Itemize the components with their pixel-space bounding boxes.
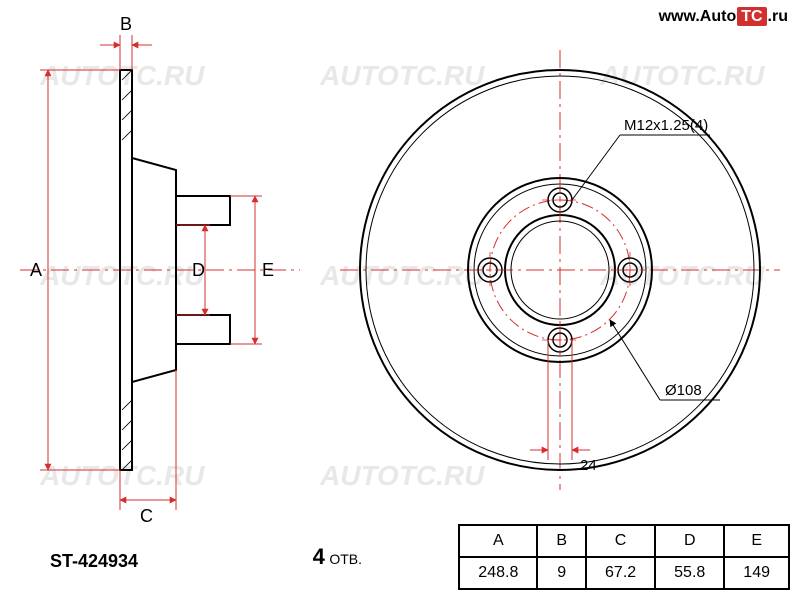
col-C: C: [586, 525, 655, 557]
callout-pcd: Ø108: [665, 382, 702, 399]
callout-bore: 24: [580, 457, 597, 474]
label-B: B: [120, 14, 132, 34]
val-C: 67.2: [586, 557, 655, 589]
val-E: 149: [724, 557, 789, 589]
logo-suffix: .ru: [768, 8, 788, 25]
logo-tc: TC: [737, 7, 766, 26]
val-A: 248.8: [459, 557, 537, 589]
col-A: A: [459, 525, 537, 557]
part-number: ST-424934: [50, 551, 138, 572]
val-B: 9: [537, 557, 586, 589]
holes-num: 4: [313, 544, 325, 569]
label-D: D: [192, 260, 205, 280]
technical-drawing: M12x1.25(4) Ø108 24: [0, 0, 800, 600]
holes-text: ОТВ.: [329, 551, 362, 567]
table-header-row: A B C D E: [459, 525, 789, 557]
callout-thread: M12x1.25(4): [624, 117, 708, 134]
col-B: B: [537, 525, 586, 557]
label-E: E: [262, 260, 274, 280]
logo-prefix: www.Auto: [659, 8, 737, 25]
dimension-table: A B C D E 248.8 9 67.2 55.8 149: [458, 524, 790, 590]
holes-count: 4 ОТВ.: [313, 544, 362, 570]
label-A: A: [30, 260, 42, 280]
table-value-row: 248.8 9 67.2 55.8 149: [459, 557, 789, 589]
col-D: D: [655, 525, 724, 557]
col-E: E: [724, 525, 789, 557]
site-logo: www.AutoTC.ru: [659, 8, 788, 26]
val-D: 55.8: [655, 557, 724, 589]
label-C: C: [140, 506, 153, 526]
